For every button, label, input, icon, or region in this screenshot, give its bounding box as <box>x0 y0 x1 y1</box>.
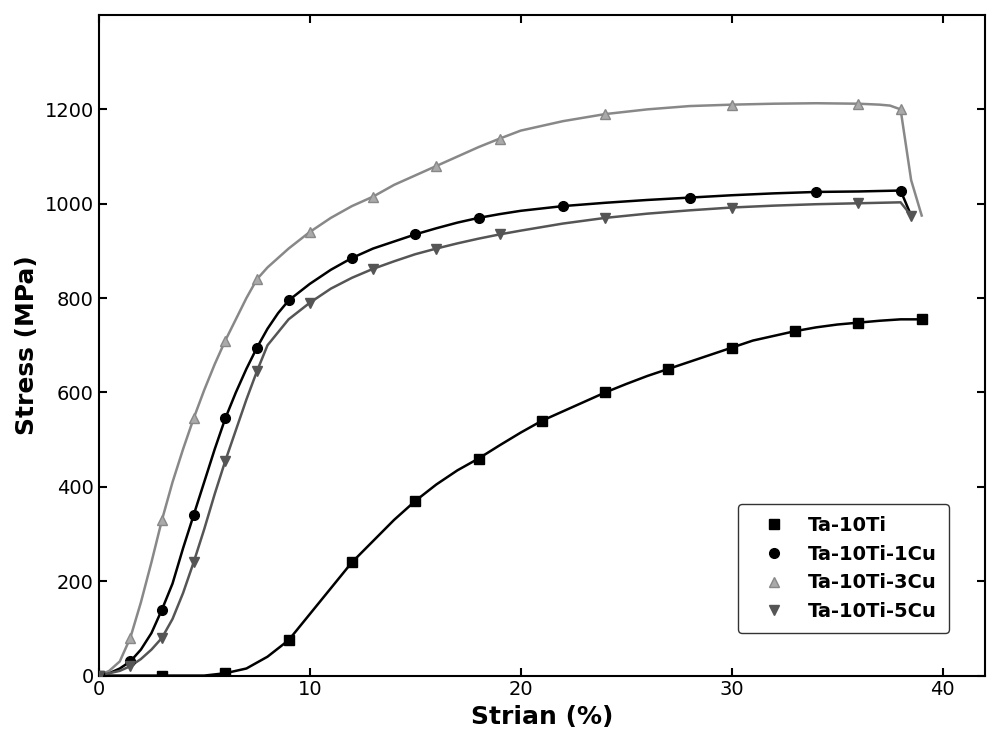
Ta-10Ti-3Cu <box>156 516 168 525</box>
Ta-10Ti-1Cu <box>473 214 485 222</box>
Ta-10Ti-5Cu <box>494 230 506 239</box>
Line: Ta-10Ti: Ta-10Ti <box>94 315 927 681</box>
Ta-10Ti <box>409 496 421 505</box>
Ta-10Ti-1Cu <box>895 186 907 195</box>
Ta-10Ti-5Cu <box>93 671 105 680</box>
Ta-10Ti-3Cu <box>188 414 200 423</box>
Ta-10Ti-1Cu <box>557 202 569 211</box>
Ta-10Ti <box>93 671 105 680</box>
Ta-10Ti <box>599 388 611 397</box>
Ta-10Ti-5Cu <box>251 367 263 376</box>
Ta-10Ti-1Cu <box>251 343 263 352</box>
Ta-10Ti <box>473 454 485 463</box>
Ta-10Ti-5Cu <box>124 661 136 670</box>
Ta-10Ti-1Cu <box>283 296 295 305</box>
Ta-10Ti-3Cu <box>251 275 263 283</box>
Ta-10Ti-3Cu <box>599 109 611 118</box>
Ta-10Ti-1Cu <box>188 510 200 519</box>
Ta-10Ti-3Cu <box>494 134 506 143</box>
Ta-10Ti-5Cu <box>726 203 738 212</box>
Line: Ta-10Ti-3Cu: Ta-10Ti-3Cu <box>94 99 905 681</box>
X-axis label: Strian (%): Strian (%) <box>471 705 613 729</box>
Ta-10Ti-5Cu <box>367 264 379 273</box>
Ta-10Ti <box>726 343 738 352</box>
Ta-10Ti <box>219 669 231 678</box>
Ta-10Ti <box>852 318 864 327</box>
Ta-10Ti-3Cu <box>367 192 379 201</box>
Ta-10Ti-5Cu <box>430 244 442 253</box>
Ta-10Ti <box>789 327 801 336</box>
Ta-10Ti-3Cu <box>124 633 136 642</box>
Ta-10Ti-1Cu <box>684 193 696 202</box>
Ta-10Ti-5Cu <box>905 211 917 220</box>
Ta-10Ti-5Cu <box>156 633 168 642</box>
Y-axis label: Stress (MPa): Stress (MPa) <box>15 255 39 435</box>
Ta-10Ti-1Cu <box>124 657 136 666</box>
Ta-10Ti-1Cu <box>409 230 421 239</box>
Ta-10Ti-5Cu <box>852 199 864 208</box>
Line: Ta-10Ti-1Cu: Ta-10Ti-1Cu <box>94 186 905 681</box>
Ta-10Ti-5Cu <box>219 456 231 465</box>
Ta-10Ti-1Cu <box>810 187 822 196</box>
Ta-10Ti <box>283 635 295 644</box>
Ta-10Ti <box>156 671 168 680</box>
Ta-10Ti <box>662 365 674 373</box>
Ta-10Ti-1Cu <box>346 254 358 263</box>
Ta-10Ti-1Cu <box>93 671 105 680</box>
Ta-10Ti-3Cu <box>304 228 316 237</box>
Ta-10Ti-1Cu <box>156 605 168 614</box>
Ta-10Ti <box>346 558 358 567</box>
Ta-10Ti-3Cu <box>430 161 442 170</box>
Ta-10Ti-3Cu <box>852 99 864 108</box>
Ta-10Ti-3Cu <box>219 336 231 345</box>
Ta-10Ti-1Cu <box>219 414 231 423</box>
Ta-10Ti-5Cu <box>599 214 611 222</box>
Ta-10Ti <box>536 417 548 426</box>
Legend: Ta-10Ti, Ta-10Ti-1Cu, Ta-10Ti-3Cu, Ta-10Ti-5Cu: Ta-10Ti, Ta-10Ti-1Cu, Ta-10Ti-3Cu, Ta-10… <box>738 504 949 633</box>
Ta-10Ti-3Cu <box>895 105 907 114</box>
Ta-10Ti <box>916 315 928 324</box>
Ta-10Ti-5Cu <box>304 298 316 307</box>
Ta-10Ti-3Cu <box>726 100 738 109</box>
Ta-10Ti-5Cu <box>188 558 200 567</box>
Line: Ta-10Ti-5Cu: Ta-10Ti-5Cu <box>94 199 916 681</box>
Ta-10Ti-3Cu <box>93 671 105 680</box>
